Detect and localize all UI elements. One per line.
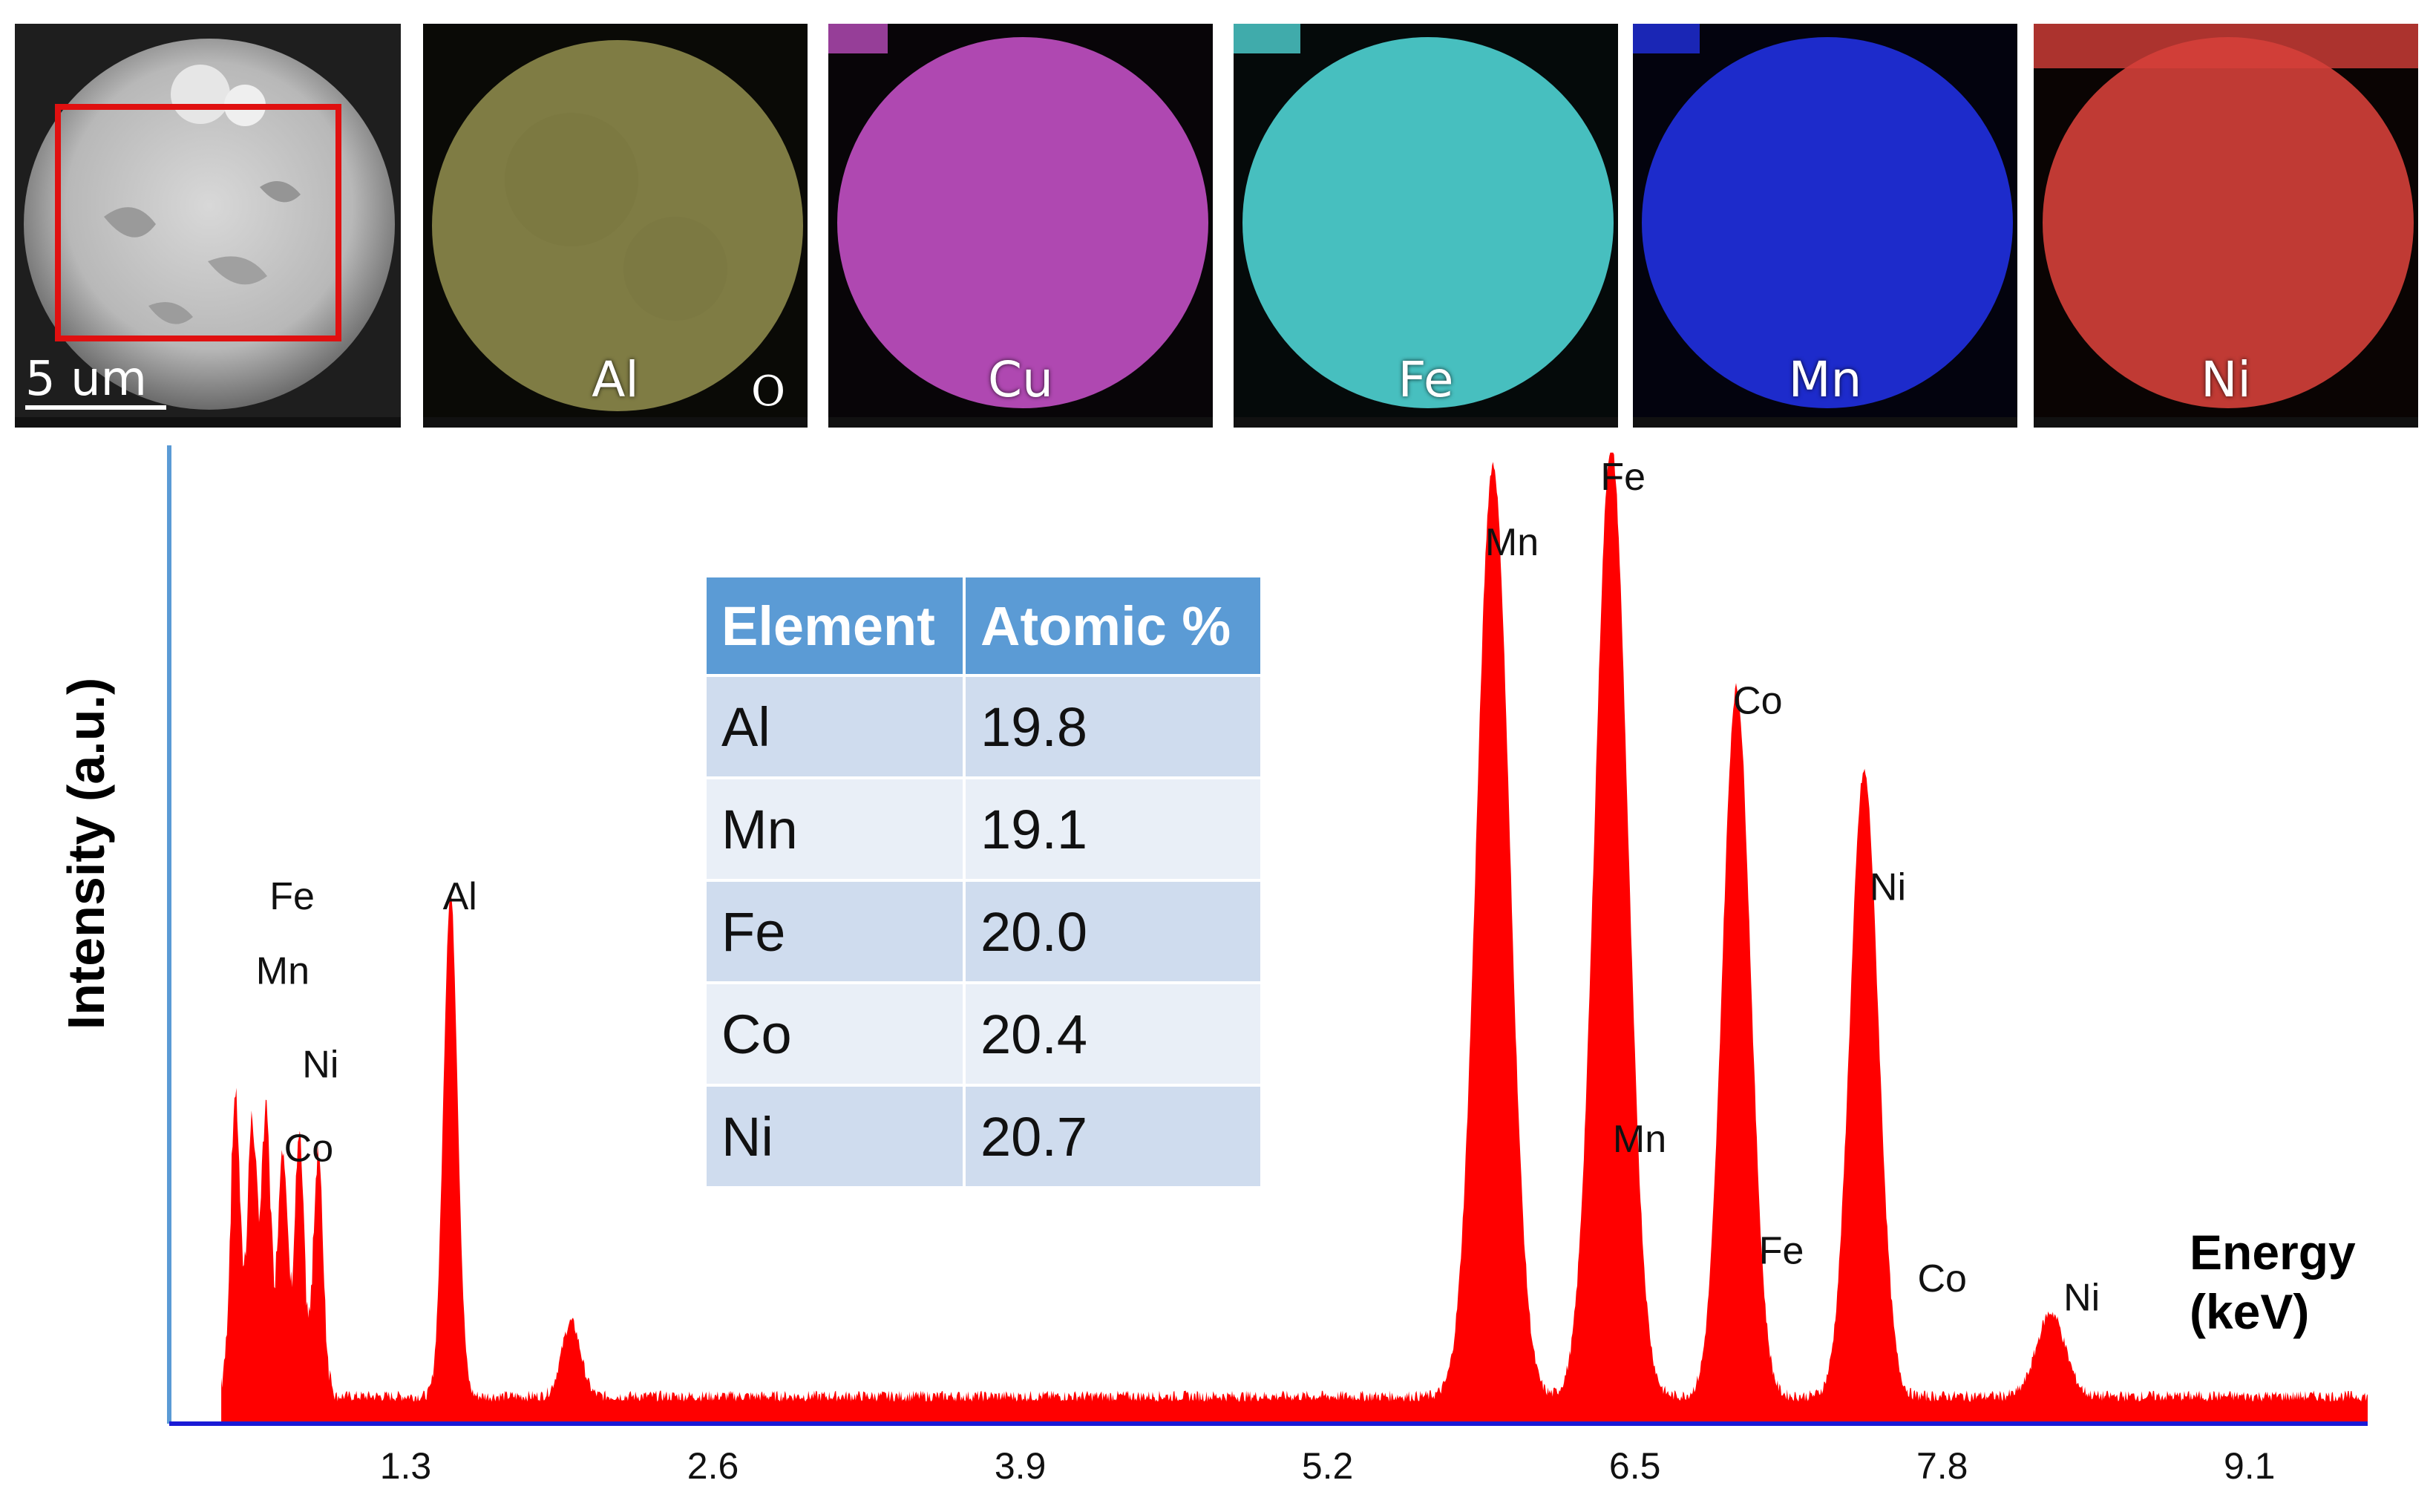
peak-label: Ni xyxy=(1870,866,1906,909)
spectrum-area xyxy=(221,452,2368,1422)
map-label-ni: Ni xyxy=(2201,351,2251,408)
peak-label: Al xyxy=(443,875,477,918)
map-label-mn: Mn xyxy=(1788,351,1862,408)
map-info-bar xyxy=(1633,417,2017,428)
table-cell-element: Fe xyxy=(707,879,966,983)
table-row: Al 19.8 xyxy=(707,674,1263,778)
eds-spectrum-chart: 1.3 2.6 3.9 5.2 6.5 7.8 9.1 FeMnNiCoAlMnFeCoNi… xyxy=(57,445,2368,1487)
x-tick-label: 3.9 xyxy=(995,1445,1047,1487)
ni-map-image xyxy=(2034,24,2418,428)
table-cell-value: 20.7 xyxy=(964,1084,1263,1186)
peak-label: Fe xyxy=(1759,1229,1804,1272)
spectrum-series xyxy=(221,452,2368,1422)
map-extra-label: O xyxy=(751,367,785,416)
peak-label: Ni xyxy=(302,1043,338,1086)
peak-label: Mn xyxy=(1485,521,1539,564)
x-tick-label: 7.8 xyxy=(1916,1445,1968,1487)
table-cell-value: 20.4 xyxy=(964,981,1263,1085)
eds-map-mn: Mn xyxy=(1633,24,2017,428)
x-tick-label: 1.3 xyxy=(380,1445,432,1487)
x-tick-label: 2.6 xyxy=(687,1445,739,1487)
table-cell-element: Co xyxy=(707,981,966,1085)
peak-label: Co xyxy=(1733,679,1782,722)
eds-map-cu: Cu xyxy=(828,24,1213,428)
table-cell-value: 19.1 xyxy=(964,776,1263,880)
table-cell-element: Mn xyxy=(707,776,966,880)
peak-label: Fe xyxy=(269,875,315,918)
peak-label: Mn xyxy=(1613,1118,1666,1161)
map-label-al: Al xyxy=(592,351,639,408)
mn-map-image xyxy=(1633,24,2017,428)
map-label-fe: Fe xyxy=(1398,351,1454,408)
scale-bar xyxy=(25,405,166,410)
eds-map-ni: Ni xyxy=(2034,24,2418,428)
table-cell-value: 20.0 xyxy=(964,879,1263,983)
cu-map-image xyxy=(828,24,1213,428)
column-header-element: Element xyxy=(707,577,966,675)
peak-label: Co xyxy=(284,1127,333,1170)
x-tick-label: 6.5 xyxy=(1609,1445,1661,1487)
x-axis-label-line1: Energy xyxy=(2190,1225,2356,1280)
composition-table: Element Atomic % Al 19.8 Mn 19.1 Fe 20.0… xyxy=(707,577,1263,1186)
map-label-cu: Cu xyxy=(988,351,1053,408)
table-row: Ni 20.7 xyxy=(707,1084,1263,1186)
map-info-bar xyxy=(828,417,1213,428)
table-row: Co 20.4 xyxy=(707,981,1263,1085)
sem-image-panel: 5 um xyxy=(15,24,401,428)
table-row: Fe 20.0 xyxy=(707,879,1263,983)
x-tick-label: 9.1 xyxy=(2224,1445,2276,1487)
sem-particle-image xyxy=(15,24,401,428)
column-header-atomic: Atomic % xyxy=(964,577,1263,675)
peak-label: Mn xyxy=(256,950,310,993)
x-axis-label-line2: (keV) xyxy=(2190,1284,2309,1339)
peak-label: Ni xyxy=(2063,1276,2100,1319)
y-axis-label: Intensity (a.u.) xyxy=(57,678,115,1030)
table-header-row: Element Atomic % xyxy=(707,577,1263,675)
eds-map-al: Al O xyxy=(423,24,808,428)
x-axis-ticks: 1.3 2.6 3.9 5.2 6.5 7.8 9.1 xyxy=(380,1445,2276,1487)
map-info-bar xyxy=(423,417,808,428)
sem-info-bar xyxy=(15,417,401,428)
peak-label: Co xyxy=(1917,1257,1966,1300)
table-row: Mn 19.1 xyxy=(707,776,1263,880)
peak-label: Fe xyxy=(1600,456,1646,499)
table-cell-element: Ni xyxy=(707,1084,966,1186)
fe-map-image xyxy=(1234,24,1618,428)
roi-box xyxy=(55,104,341,341)
eds-map-fe: Fe xyxy=(1234,24,1618,428)
table-cell-value: 19.8 xyxy=(964,674,1263,778)
map-info-bar xyxy=(1234,417,1618,428)
x-tick-label: 5.2 xyxy=(1302,1445,1354,1487)
al-map-image xyxy=(423,24,808,428)
scale-bar-label: 5 um xyxy=(25,352,147,407)
table-cell-element: Al xyxy=(707,674,966,778)
map-info-bar xyxy=(2034,417,2418,428)
